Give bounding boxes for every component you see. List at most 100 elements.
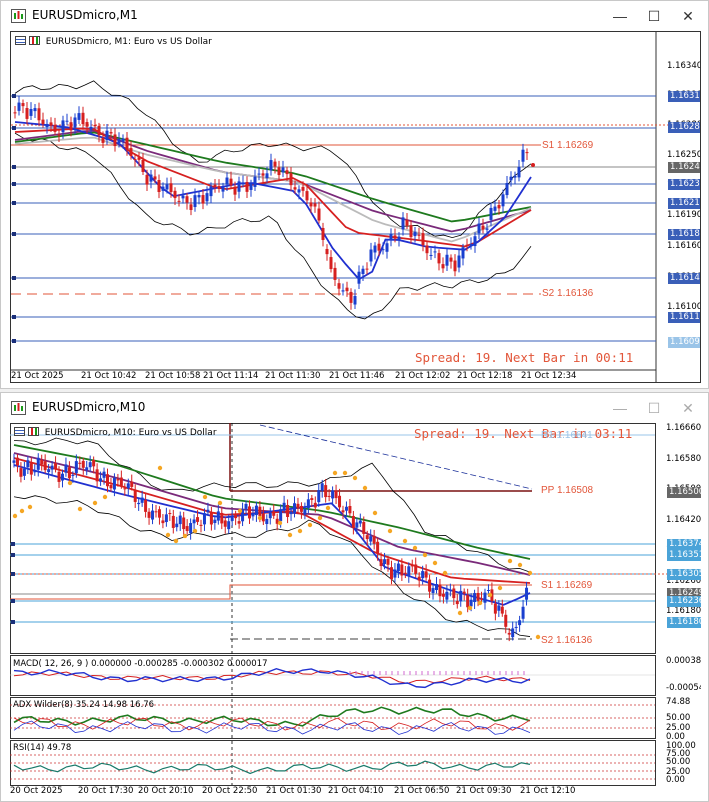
candle-body xyxy=(193,195,197,208)
candle-body xyxy=(445,591,449,600)
rsi-label: RSI(14) 49.78 xyxy=(13,743,72,753)
price-axis-label: 1.16250 xyxy=(667,150,701,160)
time-axis-label: 21 Oct 04:10 xyxy=(328,786,384,796)
candle-body xyxy=(53,124,57,132)
candle-body xyxy=(50,465,54,470)
price-chart-canvas[interactable] xyxy=(10,423,701,797)
candle-body xyxy=(102,471,106,478)
rsi-axis-label: 50.00 xyxy=(666,757,691,767)
candle-body xyxy=(438,584,442,597)
candle-body xyxy=(21,103,25,107)
candle-body xyxy=(202,513,206,525)
candle-body xyxy=(41,119,45,125)
parabolic-sar-dot xyxy=(507,558,513,564)
candle-body xyxy=(273,161,277,167)
window-titlebar[interactable]: EURUSDmicro,M10 — ☐ ✕ xyxy=(1,393,708,423)
candle-body xyxy=(459,590,463,602)
candle-body xyxy=(414,564,418,574)
chart-menu-icon[interactable] xyxy=(14,427,25,436)
price-chart-canvas[interactable] xyxy=(11,32,701,383)
candle-body xyxy=(101,137,105,143)
price-tag: 1.16180 xyxy=(667,617,701,628)
candle-body xyxy=(437,253,441,264)
candle-body xyxy=(365,535,369,540)
parabolic-sar-dot xyxy=(412,545,418,551)
candle-body xyxy=(351,515,355,528)
chart-type-icon[interactable] xyxy=(28,36,40,45)
price-tag: 1.16305 xyxy=(667,569,701,580)
level-marker xyxy=(12,276,16,280)
chart-type-icon[interactable] xyxy=(27,427,39,436)
window-title: EURUSDmicro,M10 xyxy=(32,400,146,414)
level-marker xyxy=(11,599,15,603)
parabolic-sar-dot xyxy=(307,522,313,528)
rsi-line xyxy=(13,760,531,775)
chart-menu-icon[interactable] xyxy=(15,36,26,45)
time-axis-label: 21 Oct 12:18 xyxy=(457,371,513,381)
minimize-button[interactable]: — xyxy=(613,8,627,24)
level-marker xyxy=(11,572,15,576)
rsi-axis-label: 25.00 xyxy=(666,767,691,777)
parabolic-sar-dot xyxy=(325,505,331,511)
price-chart-m1[interactable]: EURUSDmicro, M1: Euro vs US Dollar S1 1.… xyxy=(10,31,701,383)
bollinger-upper xyxy=(14,80,532,239)
parabolic-sar-dot xyxy=(457,610,463,616)
candle-body xyxy=(185,196,189,203)
candle-body xyxy=(106,474,110,487)
price-tag: 1.16149 xyxy=(668,273,700,284)
parabolic-sar-dot xyxy=(467,605,473,611)
candle-body xyxy=(227,521,231,530)
parabolic-sar-dot xyxy=(442,570,448,576)
candle-body xyxy=(317,490,321,503)
candle-body xyxy=(393,235,397,239)
candle-body xyxy=(476,592,480,601)
window-titlebar[interactable]: EURUSDmicro,M1 — ☐ ✕ xyxy=(1,1,708,31)
candle-body xyxy=(171,515,175,528)
minimize-button[interactable]: — xyxy=(613,400,627,416)
candle-body xyxy=(265,518,269,525)
candle-body xyxy=(244,503,248,509)
price-tag: 1.16312 xyxy=(668,91,700,102)
price-tag: 1.16249 xyxy=(667,588,701,599)
parabolic-sar-dot xyxy=(202,494,208,500)
candle-body xyxy=(293,503,297,514)
candle-body xyxy=(465,244,469,246)
candle-body xyxy=(345,287,349,292)
candle-body xyxy=(221,187,225,192)
candle-body xyxy=(403,572,407,574)
parabolic-sar-dot xyxy=(237,508,243,514)
candle-body xyxy=(466,595,470,608)
close-button[interactable]: ✕ xyxy=(682,8,694,24)
s1-level-label: S1 1.16269 xyxy=(541,580,593,591)
price-axis-label: 1.16190 xyxy=(667,210,701,220)
adx-axis-label: 0.00 xyxy=(666,732,685,742)
candle-body xyxy=(369,536,373,542)
candle-body xyxy=(88,462,92,468)
parabolic-sar-dot xyxy=(332,470,338,476)
time-axis-label: 21 Oct 10:58 xyxy=(145,371,201,381)
candle-body xyxy=(521,606,525,619)
chart-window-m1[interactable]: EURUSDmicro,M1 — ☐ ✕ EURUSDmicro, M1: Eu… xyxy=(0,0,709,389)
candle-body xyxy=(469,599,473,607)
chart-window-m10[interactable]: EURUSDmicro,M10 — ☐ ✕ EURUSDmicro, M10: … xyxy=(0,392,709,802)
close-button[interactable]: ✕ xyxy=(682,400,694,416)
candle-body xyxy=(289,173,293,186)
maximize-button[interactable]: ☐ xyxy=(647,8,661,24)
bollinger-lower xyxy=(13,495,531,637)
candle-body xyxy=(310,498,314,500)
candle-body xyxy=(383,559,387,564)
parabolic-sar-dot xyxy=(192,528,198,534)
candle-body xyxy=(265,173,269,179)
price-chart-m10[interactable]: EURUSDmicro, M10: Euro vs US Dollar Spre… xyxy=(10,423,701,797)
candle-body xyxy=(157,509,161,518)
candle-body xyxy=(213,519,217,524)
s1-level-label: S1 1.16269 xyxy=(542,140,594,151)
candle-body xyxy=(89,126,93,130)
candle-body xyxy=(261,513,265,522)
maximize-button[interactable]: ☐ xyxy=(647,400,661,416)
candle-body xyxy=(348,505,352,514)
candle-body xyxy=(64,464,68,473)
candle-body xyxy=(357,271,361,284)
candle-body xyxy=(385,243,389,252)
candle-body xyxy=(197,195,201,198)
